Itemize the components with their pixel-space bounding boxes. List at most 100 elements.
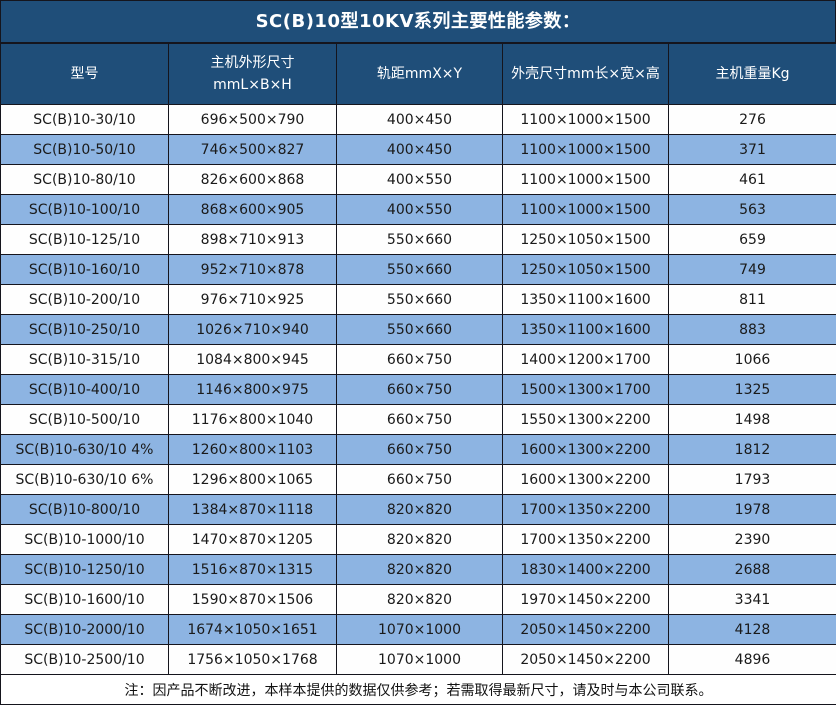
table-cell: 660×750 — [336, 374, 503, 405]
table-cell: 1350×1100×1600 — [502, 314, 669, 345]
table-cell: 660×750 — [336, 404, 503, 435]
table-cell: 1026×710×940 — [168, 314, 337, 345]
table-cell: SC(B)10-800/10 — [0, 494, 169, 525]
table-cell: SC(B)10-1600/10 — [0, 584, 169, 615]
table-cell: 400×550 — [336, 164, 503, 195]
table-cell: 550×660 — [336, 254, 503, 285]
footer-note: 注：因产品不断改进，本样本提供的数据仅供参考；若需取得最新尺寸，请及时与本公司联… — [0, 674, 836, 705]
table-cell: 1400×1200×1700 — [502, 344, 669, 375]
table-cell: 371 — [668, 134, 836, 165]
table-row: SC(B)10-630/10 6% 1296×800×1065 660×750 160… — [0, 464, 836, 495]
table-cell: 1084×800×945 — [168, 344, 337, 375]
table-cell: 696×500×790 — [168, 104, 337, 135]
table-cell: 550×660 — [336, 314, 503, 345]
table-cell: SC(B)10-100/10 — [0, 194, 169, 225]
table-cell: 1176×800×1040 — [168, 404, 337, 435]
footer-note-row: 注：因产品不断改进，本样本提供的数据仅供参考；若需取得最新尺寸，请及时与本公司联… — [0, 674, 836, 705]
table-cell: 1250×1050×1500 — [502, 224, 669, 255]
table-cell: 563 — [668, 194, 836, 225]
table-cell: 1325 — [668, 374, 836, 405]
table-cell: 1146×800×975 — [168, 374, 337, 405]
table-cell: 820×820 — [336, 584, 503, 615]
table-cell: 952×710×878 — [168, 254, 337, 285]
table-cell: 2050×1450×2200 — [502, 614, 669, 645]
table-cell: 461 — [668, 164, 836, 195]
table-row: SC(B)10-800/10 1384×870×1118 820×820 1700×1… — [0, 494, 836, 525]
table-cell: 898×710×913 — [168, 224, 337, 255]
table-cell: 746×500×827 — [168, 134, 337, 165]
table-row: SC(B)10-30/10 696×500×790 400×450 1100×1000… — [0, 104, 836, 135]
table-cell: SC(B)10-80/10 — [0, 164, 169, 195]
table-cell: 1516×870×1315 — [168, 554, 337, 585]
table-cell: 1384×870×1118 — [168, 494, 337, 525]
table-cell: 1756×1050×1768 — [168, 644, 337, 675]
table-cell: 820×820 — [336, 524, 503, 555]
table-cell: 1066 — [668, 344, 836, 375]
table-cell: 1550×1300×2200 — [502, 404, 669, 435]
table-cell: 1070×1000 — [336, 614, 503, 645]
table-cell: 4896 — [668, 644, 836, 675]
table-cell: SC(B)10-630/10 6% — [0, 464, 169, 495]
table-cell: 1470×870×1205 — [168, 524, 337, 555]
table-cell: 1978 — [668, 494, 836, 525]
table-row: SC(B)10-400/10 1146×800×975 660×750 1500×13… — [0, 374, 836, 405]
table-cell: SC(B)10-200/10 — [0, 284, 169, 315]
table-header-row: 型号 主机外形尺寸 mmL×B×H 轨距mmX×Y 外壳尺寸mm长×宽×高 主机… — [0, 43, 836, 105]
table-cell: SC(B)10-400/10 — [0, 374, 169, 405]
table-cell: 550×660 — [336, 224, 503, 255]
table-cell: 1100×1000×1500 — [502, 104, 669, 135]
table-cell: 1700×1350×2200 — [502, 494, 669, 525]
table-cell: 1812 — [668, 434, 836, 465]
table-cell: 2050×1450×2200 — [502, 644, 669, 675]
table-row: SC(B)10-80/10 826×600×868 400×550 1100×1000… — [0, 164, 836, 195]
table-cell: SC(B)10-315/10 — [0, 344, 169, 375]
table-cell: 2688 — [668, 554, 836, 585]
table-cell: 4128 — [668, 614, 836, 645]
table-cell: 883 — [668, 314, 836, 345]
col-header-shell-size: 外壳尺寸mm长×宽×高 — [502, 43, 669, 105]
table-cell: 660×750 — [336, 434, 503, 465]
table-cell: SC(B)10-1250/10 — [0, 554, 169, 585]
table-cell: 1590×870×1506 — [168, 584, 337, 615]
table-cell: 1674×1050×1651 — [168, 614, 337, 645]
table-row: SC(B)10-125/10 898×710×913 550×660 1250×105… — [0, 224, 836, 255]
table-cell: SC(B)10-500/10 — [0, 404, 169, 435]
spec-table: 型号 主机外形尺寸 mmL×B×H 轨距mmX×Y 外壳尺寸mm长×宽×高 主机… — [0, 43, 836, 705]
table-cell: 3341 — [668, 584, 836, 615]
table-cell: SC(B)10-630/10 4% — [0, 434, 169, 465]
table-cell: 1350×1100×1600 — [502, 284, 669, 315]
table-cell: SC(B)10-125/10 — [0, 224, 169, 255]
table-cell: SC(B)10-50/10 — [0, 134, 169, 165]
table-row: SC(B)10-2000/10 1674×1050×1651 1070×1000 20… — [0, 614, 836, 645]
col-header-model: 型号 — [0, 43, 169, 105]
table-cell: 1100×1000×1500 — [502, 134, 669, 165]
table-cell: SC(B)10-30/10 — [0, 104, 169, 135]
table-row: SC(B)10-50/10 746×500×827 400×450 1100×1000… — [0, 134, 836, 165]
table-cell: 1700×1350×2200 — [502, 524, 669, 555]
table-cell: 1100×1000×1500 — [502, 164, 669, 195]
table-cell: 1500×1300×1700 — [502, 374, 669, 405]
table-cell: 1830×1400×2200 — [502, 554, 669, 585]
table-cell: 400×450 — [336, 134, 503, 165]
table-row: SC(B)10-315/10 1084×800×945 660×750 1400×12… — [0, 344, 836, 375]
col-header-weight: 主机重量Kg — [668, 43, 836, 105]
table-footer: 注：因产品不断改进，本样本提供的数据仅供参考；若需取得最新尺寸，请及时与本公司联… — [0, 674, 836, 705]
table-row: SC(B)10-1600/10 1590×870×1506 820×820 1970×… — [0, 584, 836, 615]
table-row: SC(B)10-250/10 1026×710×940 550×660 1350×11… — [0, 314, 836, 345]
table-cell: 660×750 — [336, 464, 503, 495]
table-cell: 820×820 — [336, 554, 503, 585]
table-cell: SC(B)10-2500/10 — [0, 644, 169, 675]
table-cell: 660×750 — [336, 344, 503, 375]
table-cell: 1793 — [668, 464, 836, 495]
table-cell: 659 — [668, 224, 836, 255]
table-cell: 976×710×925 — [168, 284, 337, 315]
table-cell: 1100×1000×1500 — [502, 194, 669, 225]
table-cell: 820×820 — [336, 494, 503, 525]
table-cell: 1070×1000 — [336, 644, 503, 675]
col-header-unit-size: 主机外形尺寸 mmL×B×H — [168, 43, 337, 105]
table-cell: 1296×800×1065 — [168, 464, 337, 495]
page-title: SC(B)10型10KV系列主要性能参数： — [0, 0, 836, 43]
table-row: SC(B)10-630/10 4% 1260×800×1103 660×750 160… — [0, 434, 836, 465]
table-cell: 749 — [668, 254, 836, 285]
